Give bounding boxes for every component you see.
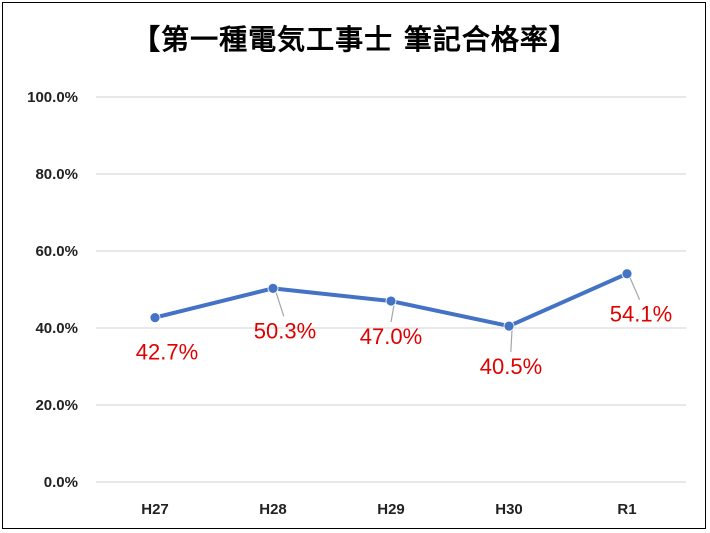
x-tick-label: H29 xyxy=(377,501,405,518)
data-label: 54.1% xyxy=(610,302,672,327)
x-tick-label: H30 xyxy=(495,501,523,518)
x-tick-label: H27 xyxy=(141,501,169,518)
leader-line xyxy=(629,277,641,300)
data-label: 50.3% xyxy=(254,318,316,343)
leader-line xyxy=(275,292,285,317)
y-tick-label: 60.0% xyxy=(35,243,78,260)
x-tick-label: H28 xyxy=(259,501,287,518)
data-label: 42.7% xyxy=(136,340,198,365)
leader-line xyxy=(390,304,395,323)
y-tick-label: 40.0% xyxy=(35,320,78,337)
data-point xyxy=(149,312,161,324)
data-point xyxy=(385,295,397,307)
chart-title: 【第一種電気工事士 筆記合格率】 xyxy=(132,23,578,56)
y-tick-label: 20.0% xyxy=(35,397,78,414)
y-tick-label: 80.0% xyxy=(35,166,78,183)
data-label: 40.5% xyxy=(480,354,542,379)
leader-line xyxy=(510,330,513,353)
y-tick-label: 100.0% xyxy=(27,89,78,106)
x-tick-label: R1 xyxy=(617,501,636,518)
data-point xyxy=(267,282,279,294)
data-point xyxy=(621,268,633,280)
data-point xyxy=(503,320,515,332)
data-label: 47.0% xyxy=(360,324,422,349)
y-tick-label: 0.0% xyxy=(44,474,78,491)
